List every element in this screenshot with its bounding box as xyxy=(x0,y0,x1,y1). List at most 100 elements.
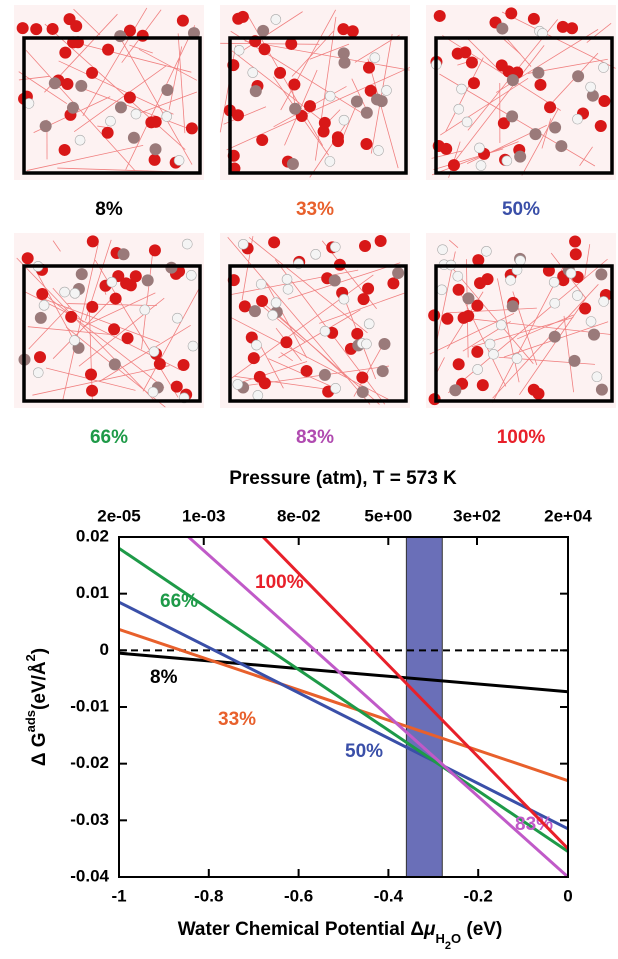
atom xyxy=(392,266,405,279)
panel-label: 83% xyxy=(296,427,334,448)
bond xyxy=(431,141,519,176)
atom xyxy=(286,157,299,170)
atom xyxy=(356,371,369,384)
bond xyxy=(67,303,157,307)
atom xyxy=(176,14,189,27)
atom xyxy=(474,277,487,290)
atom xyxy=(362,61,375,74)
bond xyxy=(142,287,200,392)
bond xyxy=(177,33,186,134)
bond xyxy=(314,16,337,161)
atom xyxy=(256,294,269,307)
atom xyxy=(48,77,61,90)
atom xyxy=(357,293,370,306)
bond xyxy=(32,365,170,396)
image-bg xyxy=(14,5,204,180)
atom xyxy=(433,9,446,22)
atom xyxy=(598,296,610,307)
top-axis-title: Pressure (atm), T = 573 K xyxy=(229,468,457,489)
structure-image: 50% xyxy=(426,5,616,220)
atom xyxy=(114,30,127,43)
bond xyxy=(319,292,405,324)
atom xyxy=(452,283,465,296)
y-tick-label: -0.01 xyxy=(70,696,109,715)
bond xyxy=(500,36,521,55)
atom xyxy=(527,12,540,25)
atom xyxy=(105,115,116,127)
atom xyxy=(120,277,133,290)
series-line xyxy=(119,600,568,831)
bond xyxy=(52,297,114,359)
atom xyxy=(532,387,545,400)
panel-label: 50% xyxy=(502,199,540,220)
atom xyxy=(255,278,267,290)
atom xyxy=(247,352,260,365)
atom xyxy=(467,77,480,90)
atom xyxy=(238,300,251,313)
atom xyxy=(270,297,282,309)
atom xyxy=(86,300,99,313)
bond xyxy=(234,361,308,385)
atom xyxy=(21,252,34,265)
atom xyxy=(256,134,269,147)
atom xyxy=(549,297,561,309)
atom xyxy=(317,125,330,138)
atom xyxy=(572,113,583,125)
bond xyxy=(492,265,565,403)
x-label-sub: 2 xyxy=(445,940,451,952)
atom xyxy=(568,354,581,367)
atom xyxy=(108,358,121,371)
atom xyxy=(32,367,44,378)
atom xyxy=(281,274,293,285)
atom xyxy=(497,117,510,130)
cell-box xyxy=(22,264,202,403)
atom xyxy=(436,284,448,296)
series-label: 100% xyxy=(255,572,304,593)
x-tick-label: -0.8 xyxy=(194,886,223,905)
atom xyxy=(148,346,160,357)
atom xyxy=(472,364,483,375)
x-label-mu: μ xyxy=(423,919,436,940)
bond xyxy=(280,9,337,111)
atom xyxy=(373,145,384,156)
atom xyxy=(63,13,76,26)
atom xyxy=(85,368,98,381)
atom xyxy=(496,22,509,35)
atom xyxy=(338,114,350,126)
atom xyxy=(451,47,464,60)
atom xyxy=(300,364,313,377)
panel-label: 8% xyxy=(95,199,123,220)
atom xyxy=(232,12,245,25)
bond xyxy=(501,11,616,69)
atom xyxy=(337,47,350,60)
bond xyxy=(287,262,401,300)
atom xyxy=(481,245,492,257)
atom xyxy=(369,52,381,64)
y-label-unit: (eV/Å xyxy=(29,661,50,710)
x-axis-label: Water Chemical Potential ΔμH2O (eV) xyxy=(178,919,503,952)
atom xyxy=(30,23,43,36)
structure-image: 33% xyxy=(219,5,411,220)
atom xyxy=(258,43,271,56)
atom xyxy=(496,319,507,331)
bond xyxy=(448,45,545,169)
bond xyxy=(244,40,410,71)
atom xyxy=(505,274,516,286)
atom xyxy=(170,380,183,393)
atom xyxy=(532,66,545,79)
atom xyxy=(318,368,331,381)
atom xyxy=(474,142,485,154)
atom xyxy=(130,108,142,120)
bond xyxy=(584,244,591,279)
atom xyxy=(139,304,151,316)
band xyxy=(405,536,443,878)
bond xyxy=(83,292,156,327)
atom xyxy=(108,323,121,336)
atom xyxy=(319,325,331,337)
atom xyxy=(136,29,149,42)
atom xyxy=(330,383,341,394)
atom xyxy=(74,134,86,146)
y-label-sup: ads xyxy=(23,710,38,732)
atom xyxy=(484,338,496,350)
bond xyxy=(82,7,148,117)
